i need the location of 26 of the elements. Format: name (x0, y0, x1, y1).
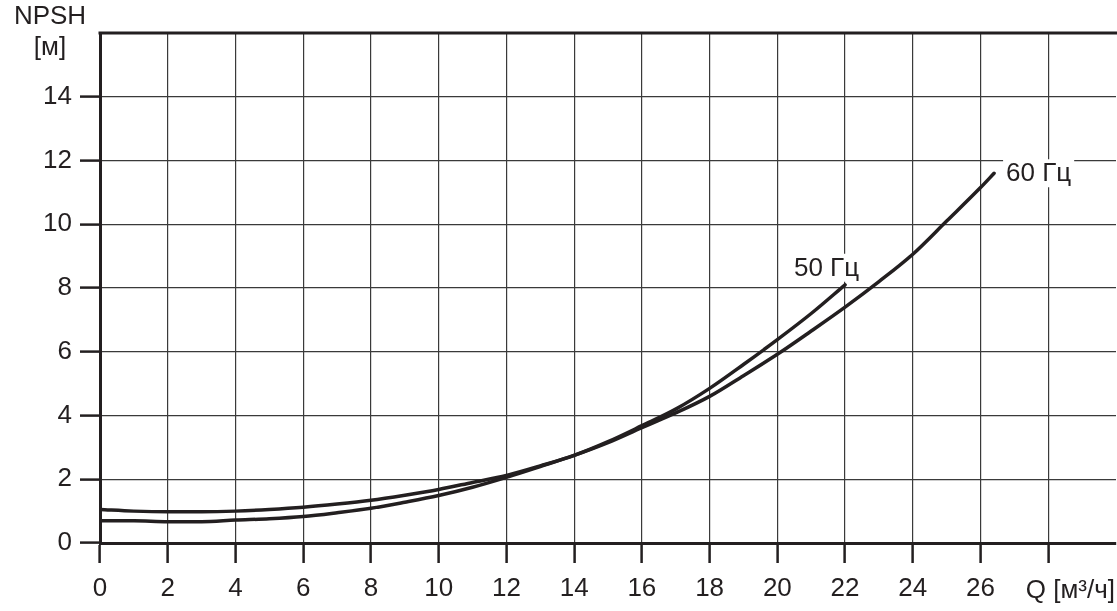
x-tick-label: 0 (92, 571, 108, 602)
x-tick-label: 18 (695, 571, 725, 602)
x-tick-label: 2 (160, 571, 175, 602)
y-tick-label: 6 (57, 334, 72, 365)
y-tick-label: 14 (43, 79, 72, 110)
y-axis-title: NPSH [м] (6, 0, 94, 62)
x-tick-label: 24 (898, 571, 928, 602)
y-tick-label: 10 (43, 207, 72, 238)
x-tick-label: 6 (295, 571, 311, 602)
y-tick-label: 4 (57, 398, 72, 429)
series-label: 50 Гц (793, 251, 860, 282)
x-tick-label: 16 (627, 571, 657, 602)
x-tick-label: 8 (363, 571, 379, 602)
x-tick-label: 22 (830, 571, 860, 602)
x-tick-label: 14 (559, 571, 589, 602)
x-tick-label: 12 (491, 571, 521, 602)
x-tick-label: 20 (762, 571, 792, 602)
y-tick-label: 2 (57, 462, 72, 493)
x-tick-label: 10 (424, 571, 454, 602)
y-tick-label: 8 (57, 271, 72, 302)
y-tick-label: 0 (57, 526, 72, 557)
x-axis-title: Q [м³/ч] (1025, 573, 1115, 605)
x-tick-label: 4 (228, 571, 243, 602)
x-tick-label: 26 (966, 571, 995, 602)
y-tick-label: 12 (43, 143, 72, 174)
series-label: 60 Гц (1006, 157, 1072, 188)
